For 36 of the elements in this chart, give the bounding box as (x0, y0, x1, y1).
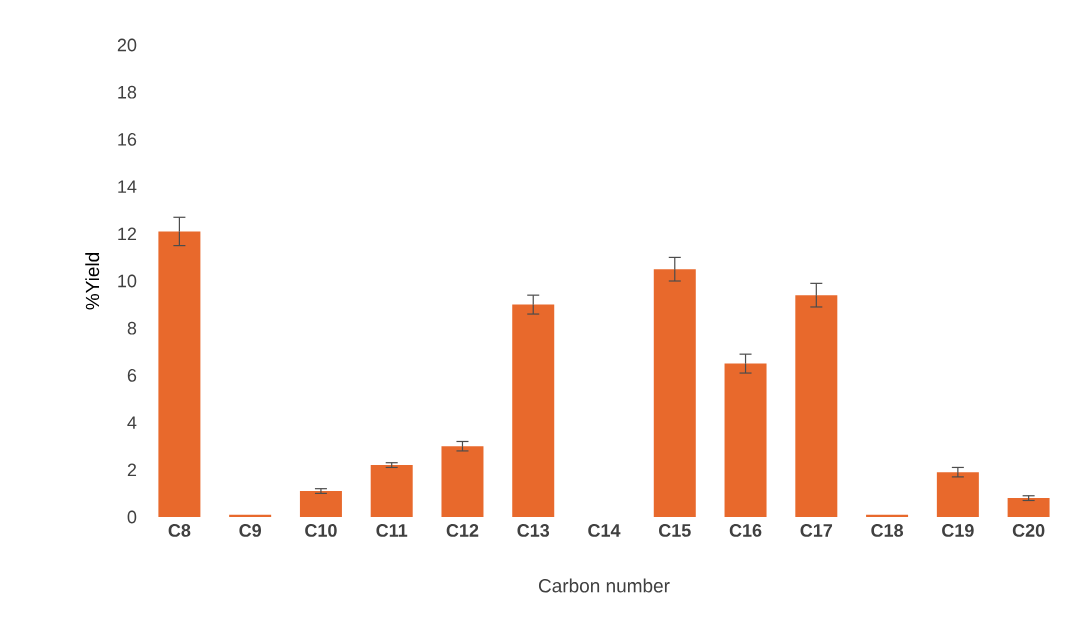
x-tick-label: C13 (517, 524, 550, 537)
x-tick-label: C12 (446, 524, 479, 537)
y-tick-label: 4 (127, 416, 137, 429)
bar (370, 465, 413, 517)
x-tick-label: C9 (239, 524, 261, 537)
x-axis-title: Carbon number (538, 578, 670, 593)
x-tick-label: C11 (376, 524, 408, 537)
y-tick-label: 10 (118, 274, 137, 288)
x-tick-label: C20 (1012, 524, 1045, 537)
bar (1007, 498, 1050, 517)
y-axis-title: %Yield (85, 253, 100, 310)
x-tick-label: C14 (588, 524, 621, 537)
y-tick-label: 14 (118, 180, 137, 193)
x-tick-label: C15 (659, 524, 691, 537)
y-tick-label: 6 (127, 369, 137, 382)
bar (795, 295, 838, 517)
y-tick-label: 16 (118, 133, 137, 146)
x-tick-label: C8 (168, 524, 191, 537)
x-tick-label: C10 (305, 524, 337, 537)
x-tick-label: C18 (871, 524, 904, 537)
y-tick-label: 0 (127, 510, 137, 524)
bar (936, 472, 979, 517)
x-tick-label: C17 (800, 524, 833, 537)
bar (441, 446, 484, 517)
bar (158, 231, 201, 517)
y-tick-label: 12 (118, 227, 137, 241)
bar (299, 491, 342, 517)
y-tick-label: 8 (127, 321, 137, 335)
y-tick-label: 2 (127, 463, 137, 477)
x-tick-label: C19 (942, 524, 974, 537)
bar (512, 304, 555, 517)
y-tick-label: 20 (117, 38, 137, 52)
x-tick-label: C16 (729, 524, 762, 537)
bar (724, 363, 767, 517)
y-tick-label: 18 (118, 85, 137, 99)
bar (653, 269, 696, 517)
